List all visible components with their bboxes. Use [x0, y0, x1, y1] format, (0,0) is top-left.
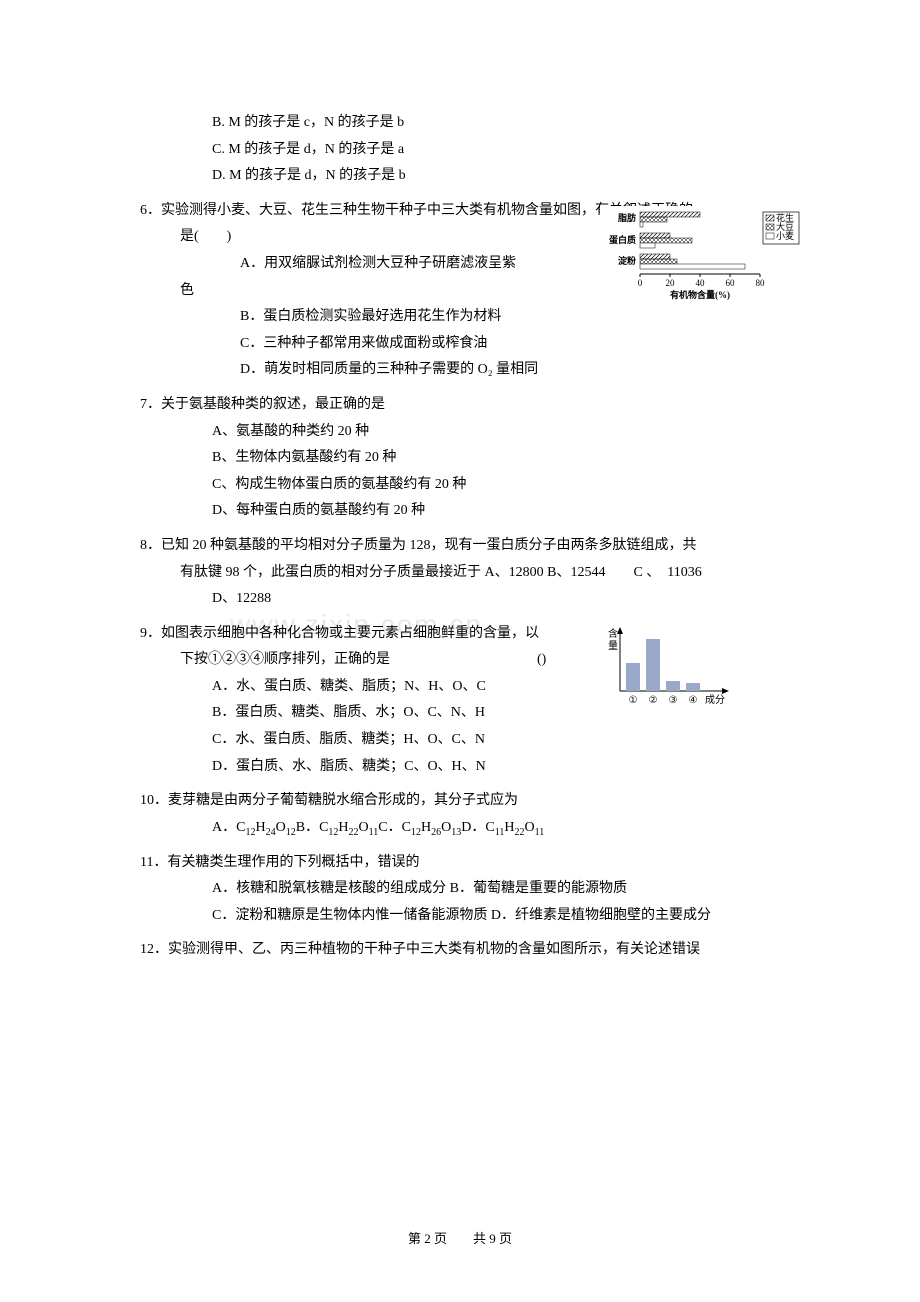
q8-stem-3: D、12288 [140, 586, 800, 613]
q6-option-b: B．蛋白质检测实验最好选用花生作为材料 [140, 304, 800, 331]
page-footer: 第 2 页 共 9 页 [0, 1227, 920, 1252]
q9-option-d: D．蛋白质、水、脂质、糖类；C、O、H、N [140, 754, 800, 781]
q5-option-c: C. M 的孩子是 d，N 的孩子是 a [140, 137, 800, 164]
chart1-tick-60: 60 [726, 278, 736, 288]
q9-block: 含 量 ① ② ③ ④ 成分 9．如图表示细胞中各种化合物或主要元素占细胞鲜重 [140, 621, 800, 781]
chart2-x4: ④ [689, 695, 698, 706]
chart1-xlabel: 有机物含量(%) [670, 289, 730, 300]
q6-option-d: D．萌发时相同质量的三种种子需要的 O₂ 量相同 [140, 357, 800, 384]
chart2-x3: ③ [669, 695, 678, 706]
q10-stem: 10．麦芽糖是由两分子葡萄糖脱水缩合形成的，其分子式应为 [140, 788, 800, 815]
q6-block: 脂肪 蛋白质 淀粉 0 20 40 [140, 198, 800, 384]
q10-opt-b: B．C12H22O11 [296, 820, 379, 835]
q12-stem: 12．实验测得甲、乙、丙三种植物的干种子中三大类有机物的含量如图所示，有关论述错… [140, 937, 800, 964]
chart1-cat-fat: 脂肪 [617, 212, 636, 223]
chart1-legend-2: 小麦 [776, 230, 794, 241]
q9-stem-2-text: 下按①②③④顺序排列，正确的是 [180, 652, 390, 667]
chart1-tick-40: 40 [696, 278, 706, 288]
chart2-x2: ② [649, 695, 658, 706]
q10-options: A．C12H24O12B．C12H22O11C．C12H26O13D．C11H2… [140, 815, 800, 842]
q9-option-c: C．水、蛋白质、脂质、糖类；H、O、C、N [140, 727, 800, 754]
q11-line-1: A．核糖和脱氧核糖是核酸的组成成分 B．葡萄糖是重要的能源物质 [140, 876, 800, 903]
q11-line-2: C．淀粉和糖原是生物体内惟一储备能源物质 D．纤维素是植物细胞壁的主要成分 [140, 903, 800, 930]
q6-option-c: C．三种种子都常用来做成面粉或榨食油 [140, 331, 800, 358]
chart2-ylabel-2: 量 [608, 640, 618, 652]
q10-opt-c: C．C12H26O13 [378, 820, 461, 835]
q6-chart: 脂肪 蛋白质 淀粉 0 20 40 [600, 206, 800, 306]
chart2-x1: ① [629, 695, 638, 706]
q9-chart: 含 量 ① ② ③ ④ 成分 [600, 621, 740, 711]
q5-option-b: B. M 的孩子是 c，N 的孩子是 b [140, 110, 800, 137]
chart1-cat-starch: 淀粉 [618, 255, 636, 266]
q9-paren: () [537, 652, 546, 667]
q7-option-c: C、构成生物体蛋白质的氨基酸约有 20 种 [140, 472, 800, 499]
q9-stem-1: 9．如图表示细胞中各种化合物或主要元素占细胞鲜重的含量，以 [140, 621, 600, 648]
q7-option-b: B、生物体内氨基酸约有 20 种 [140, 445, 800, 472]
q11-stem: 11．有关糖类生理作用的下列概括中，错误的 [140, 850, 800, 877]
chart1-cat-protein: 蛋白质 [609, 234, 636, 245]
q10-opt-d: D．C11H22O11 [461, 820, 544, 835]
chart2-ylabel-1: 含 [608, 627, 618, 640]
content-body: B. M 的孩子是 c，N 的孩子是 b C. M 的孩子是 d，N 的孩子是 … [140, 110, 800, 964]
q7-stem: 7．关于氨基酸种类的叙述，最正确的是 [140, 392, 800, 419]
chart1-tick-0: 0 [638, 278, 643, 288]
q8-stem-1: 8．已知 20 种氨基酸的平均相对分子质量为 128，现有一蛋白质分子由两条多肽… [140, 533, 800, 560]
q5-option-d: D. M 的孩子是 d，N 的孩子是 b [140, 163, 800, 190]
q8-stem-2: 有肽键 98 个，此蛋白质的相对分子质量最接近于 A、12800 B、12544… [140, 560, 800, 587]
q7-option-d: D、每种蛋白质的氨基酸约有 20 种 [140, 498, 800, 525]
q10-opt-a: A．C12H24O12 [212, 820, 296, 835]
q6-option-a-1: A．用双缩脲试剂检测大豆种子研磨滤液呈紫 [140, 251, 600, 278]
chart1-tick-80: 80 [756, 278, 766, 288]
chart1-tick-20: 20 [666, 278, 676, 288]
q7-option-a: A、氨基酸的种类约 20 种 [140, 419, 800, 446]
chart2-xsuffix: 成分 [705, 694, 725, 706]
